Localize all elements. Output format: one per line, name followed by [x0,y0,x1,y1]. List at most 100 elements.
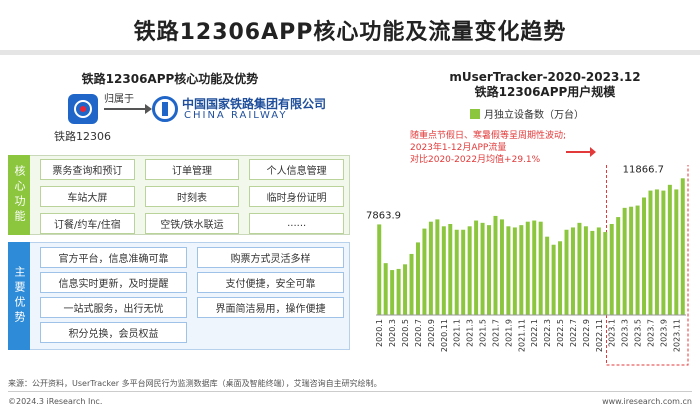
x-tick-label: 2021.1 [453,319,462,347]
bar [499,219,504,315]
annotation-line-1: 随重点节假日、寒暑假等呈周期性波动; [410,131,567,141]
bar [487,225,492,315]
bar [570,227,575,315]
chart-annotation: 随重点节假日、寒暑假等呈周期性波动; 2023年1-12月APP流量 对比202… [410,130,566,166]
bar [467,226,472,315]
bar [661,190,666,315]
bar [454,229,459,315]
bar [448,223,453,315]
x-tick-label: 2023.9 [659,319,668,347]
copyright: ©2024.3 iResearch Inc. [8,397,103,406]
bar [377,224,382,315]
annotation-arrow-icon [566,147,596,157]
bar [525,221,530,315]
core-function-item: 个人信息管理 [249,159,344,180]
x-tick-label: 2020.5 [401,319,410,347]
bar [654,189,659,315]
bar [551,244,556,315]
bar [609,223,614,315]
bar [680,178,685,315]
bar [532,220,537,315]
advantage-item: 信息实时更新，及时提醒 [40,272,187,293]
china-railway-logo-icon [152,96,178,122]
core-function-item: 票务查询和预订 [40,159,135,180]
bar [622,207,627,315]
annotation-line-2: 2023年1-12月APP流量 [410,143,507,153]
bar [590,230,595,315]
advantage-item: 积分兑换，会员权益 [40,322,187,343]
x-tick-label: 2022.11 [595,319,604,352]
x-tick-label: 2020.11 [440,319,449,352]
advantage-item: 支付便捷，安全可靠 [197,272,344,293]
page-title: 铁路12306APP核心功能及流量变化趋势 [133,20,567,45]
chart-subtitle: 铁路12306APP用户规模 [474,85,616,99]
bar [629,206,634,315]
website: www.iresearch.com.cn [602,397,692,406]
core-functions-grid: 票务查询和预订 订单管理 个人信息管理 车站大屏 时刻表 临时身份证明 订餐/约车/住宿 空铁… [40,159,344,234]
app-12306-icon [68,94,98,124]
x-tick-label: 2022.5 [556,319,565,347]
bar [512,227,517,315]
core-function-item: 订餐/约车/住宿 [40,213,135,234]
x-tick-label: 2020.3 [388,319,397,347]
chart-legend: 月独立设备数（万台） [470,106,584,121]
bar [390,270,395,315]
bar [409,253,414,315]
x-tick-label: 2021.7 [491,319,500,347]
bar [674,189,679,315]
advantages-grid: 官方平台，信息准确可靠 购票方式灵活多样 信息实时更新，及时提醒 支付便捷，安全可靠一… [40,247,344,343]
title-divider [0,50,700,55]
legend-swatch [470,108,480,119]
core-function-item: 订单管理 [144,159,240,180]
bar [564,229,569,315]
bar [603,232,608,315]
bar [642,197,647,315]
core-function-item: 车站大屏 [40,186,135,207]
bar [583,226,588,315]
app-name: 铁路12306 [54,130,111,143]
x-tick-label: 2023.11 [672,319,681,352]
bar [415,242,420,315]
data-label-first: 7863.9 [366,210,401,221]
x-tick-label: 2021.9 [504,319,513,347]
x-tick-label: 2020.7 [414,319,423,347]
bar [577,222,582,315]
x-tick-label: 2020.1 [375,319,384,347]
advantage-item: 一站式服务，出行无忧 [40,297,187,318]
bar [538,221,543,315]
advantage-item: 界面简洁易用，操作便捷 [197,297,344,318]
bar [396,268,401,315]
source-note: 来源：公开资料，UserTracker 多平台网民行为监测数据库（桌面及智能终端… [8,379,382,388]
x-tick-label: 2021.11 [517,319,526,352]
core-function-item: ...... [249,213,344,234]
bar [519,225,524,315]
bar [616,217,621,315]
x-tick-label: 2023.7 [646,319,655,347]
bar [474,220,479,315]
bar [383,263,388,315]
x-tick-label: 2023.3 [621,319,630,347]
bar [403,264,408,315]
bar [428,221,433,315]
chart-title: mUserTracker-2020-2023.12 [449,70,641,84]
bar [667,184,672,315]
x-tick-label: 2021.3 [466,319,475,347]
bar [422,228,427,315]
x-tick-label: 2022.1 [530,319,539,347]
bar [558,241,563,315]
bar [441,226,446,315]
bar [545,236,550,315]
core-functions-label: 核心功能 [8,155,30,235]
advantage-item: 官方平台，信息准确可靠 [40,247,187,268]
bar [506,226,511,315]
bar [635,205,640,315]
x-tick-label: 2023.1 [608,319,617,347]
bar-chart: 2020.1 2020.3 2020.5 2020.7 2020.9 2020.11 202… [366,165,689,366]
x-tick-label: 2020.9 [427,319,436,347]
company-name-cn: 中国国家铁路集团有限公司 [182,97,327,111]
data-label-last: 11866.7 [623,165,664,175]
x-tick-label: 2021.5 [479,319,488,347]
footer-divider [8,391,692,392]
advantages-label: 主要优势 [8,242,30,350]
x-tick-label: 2022.3 [543,319,552,347]
